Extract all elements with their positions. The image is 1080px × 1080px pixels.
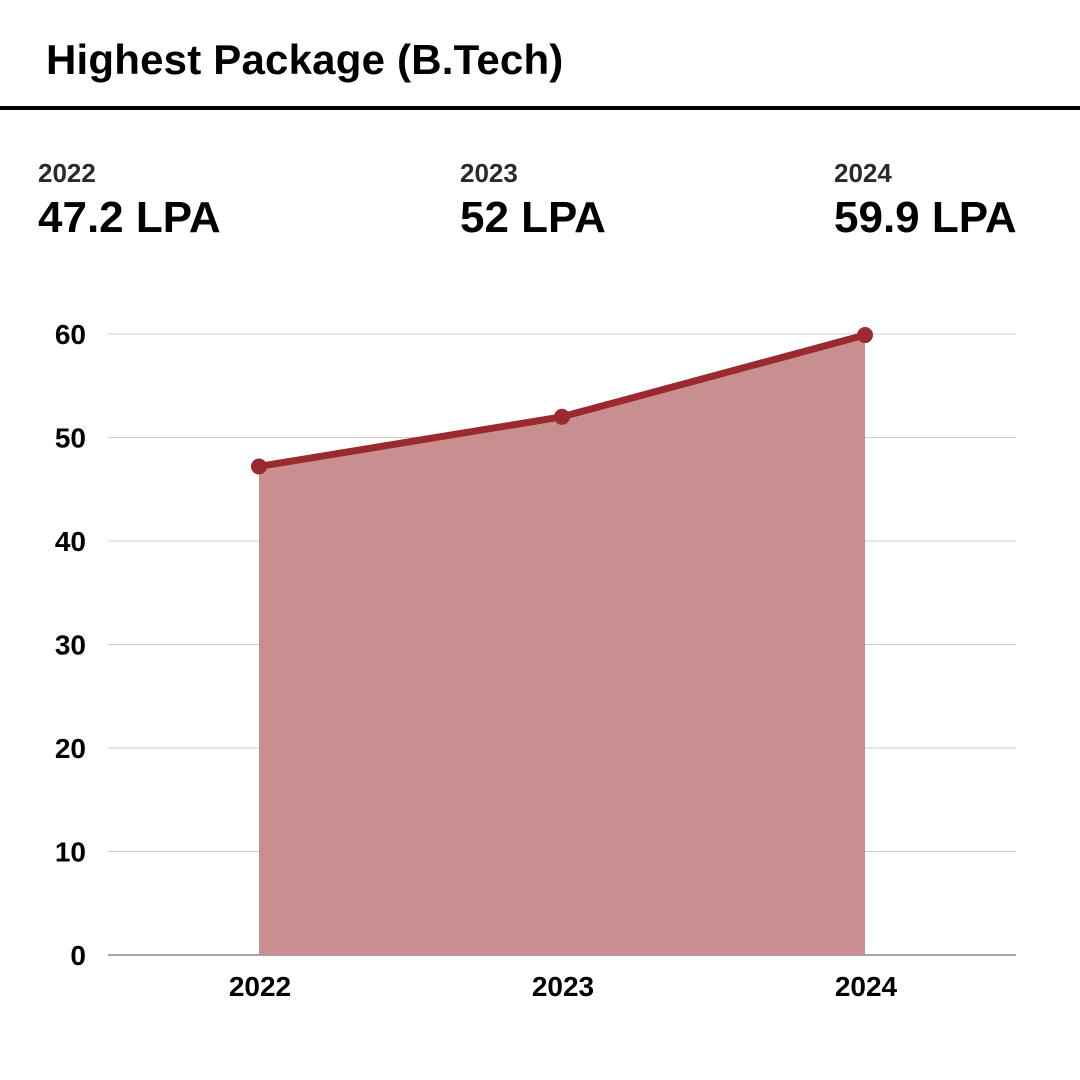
y-tick-label-10: 10 [55,837,86,868]
y-axis-ticks: 0 10 20 30 40 50 60 [55,319,86,971]
y-tick-label-60: 60 [55,319,86,350]
stat-year-2022: 2022 [38,158,96,188]
y-tick-label-30: 30 [55,630,86,661]
y-tick-label-20: 20 [55,733,86,764]
y-tick-label-40: 40 [55,526,86,557]
stat-year-2024: 2024 [834,158,892,188]
area-fill [259,335,865,955]
x-tick-label-2022: 2022 [229,971,291,1002]
x-tick-label-2023: 2023 [532,971,594,1002]
stat-2023: 2023 52 LPA [460,160,606,240]
x-tick-label-2024: 2024 [835,971,898,1002]
area-layer [259,335,865,955]
title-divider [0,106,1080,110]
point-layer [251,327,873,475]
x-axis-ticks: 2022 2023 2024 [229,971,898,1002]
y-tick-label-50: 50 [55,423,86,454]
y-tick-label-0: 0 [70,940,86,971]
stat-2024: 2024 59.9 LPA [834,160,1017,240]
stat-value-2024: 59.9 LPA [834,193,1017,242]
stat-value-2022: 47.2 LPA [38,193,221,242]
page-title: Highest Package (B.Tech) [46,36,564,83]
stat-year-2023: 2023 [460,158,518,188]
stat-2022: 2022 47.2 LPA [38,160,221,240]
data-point-2024 [857,327,873,344]
data-point-2023 [554,408,570,425]
stat-value-2023: 52 LPA [460,193,606,242]
data-point-2022 [251,458,267,475]
